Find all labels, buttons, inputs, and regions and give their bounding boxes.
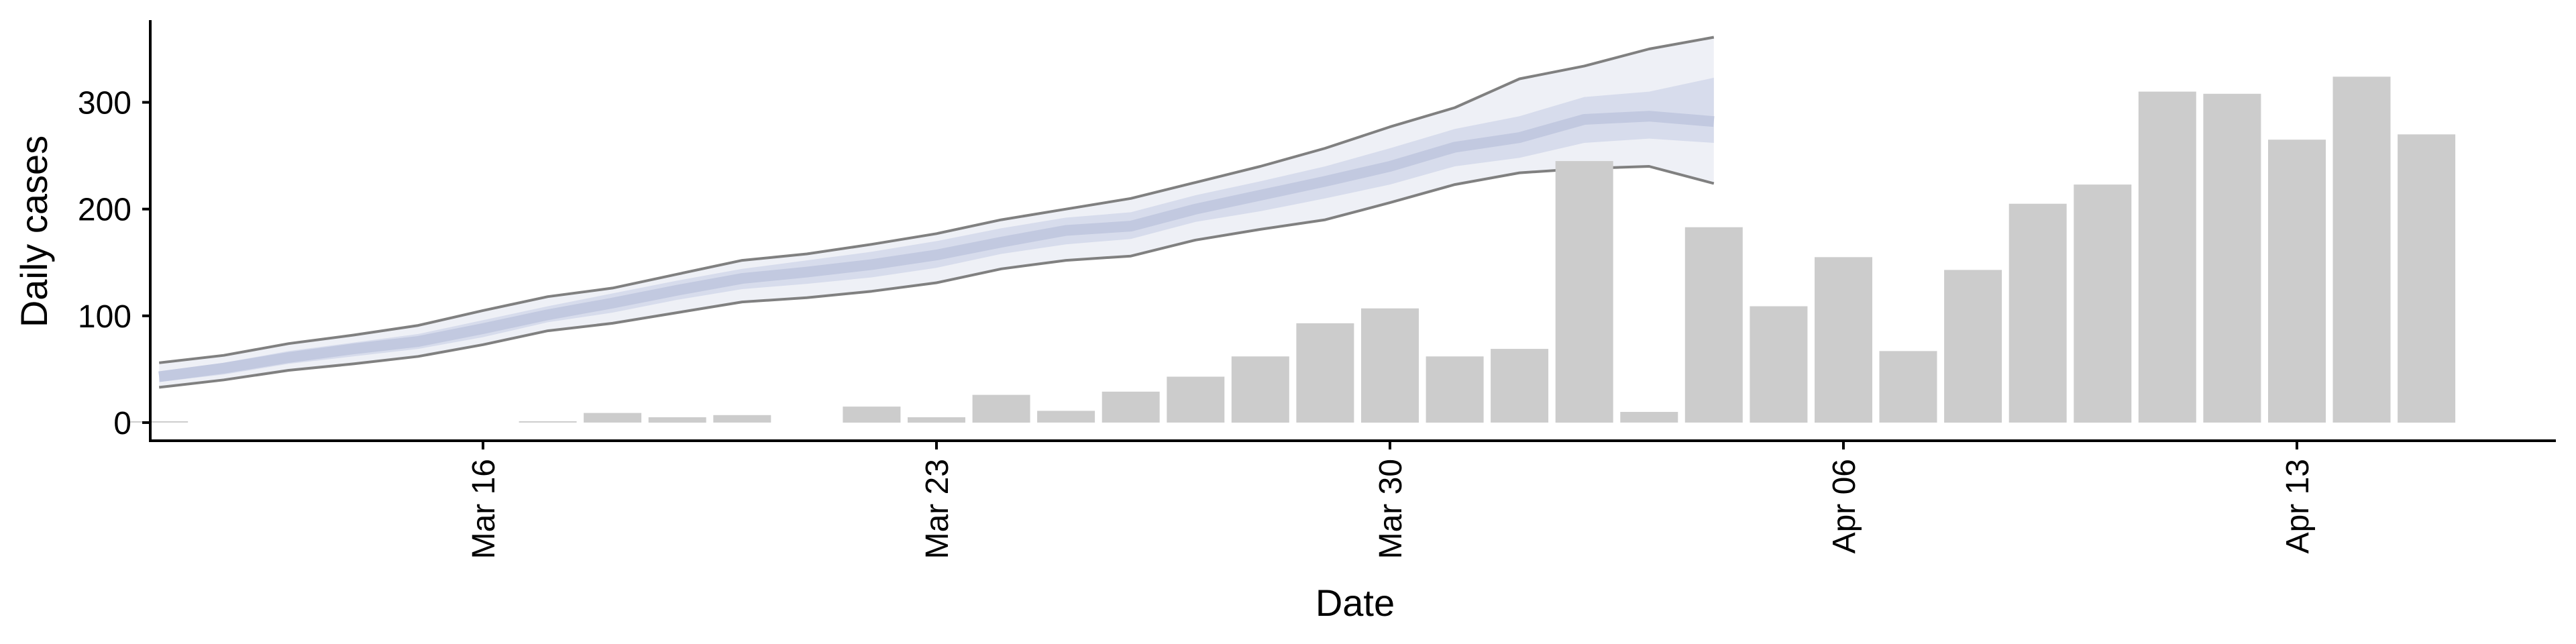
bar-2020-04-08 [1944, 270, 2002, 423]
forecast-lower-line [158, 165, 1715, 389]
x-tick-label-2020-03-16: Mar 16 [466, 459, 502, 559]
y-tick-label-0: 0 [113, 406, 131, 441]
bar-2020-04-05 [1750, 306, 1808, 423]
bar-2020-03-25 [1037, 411, 1095, 423]
bar-2020-03-27 [1167, 376, 1225, 423]
x-tick-label-2020-04-06: Apr 06 [1827, 459, 1862, 553]
bar-2020-03-29 [1296, 323, 1354, 423]
bar-2020-04-03 [1620, 412, 1678, 423]
bar-2020-03-17 [519, 421, 577, 423]
forecast-median-line [158, 111, 1715, 382]
x-tick-label-2020-03-30: Mar 30 [1373, 459, 1409, 559]
bar-2020-03-20 [713, 415, 771, 423]
bar-2020-03-18 [584, 413, 642, 423]
bar-2020-03-26 [1102, 391, 1160, 423]
forecast-upper-line [158, 36, 1715, 364]
bar-2020-04-06 [1815, 257, 1872, 423]
bars-layer [130, 76, 2456, 423]
x-axis-title: Date [1316, 582, 1395, 624]
forecast-band-90 [159, 37, 1714, 388]
bar-2020-03-22 [843, 407, 901, 423]
x-tick-label-2020-04-13: Apr 13 [2280, 459, 2316, 553]
bar-2020-03-19 [648, 417, 706, 423]
bar-2020-04-15 [2398, 134, 2456, 423]
bar-2020-04-10 [2074, 184, 2132, 423]
bar-2020-03-31 [1426, 356, 1484, 423]
bar-2020-03-30 [1361, 308, 1419, 423]
bar-2020-04-12 [2203, 93, 2261, 423]
bar-2020-04-07 [1879, 351, 1937, 423]
y-tick-label-100: 100 [78, 299, 131, 335]
bar-2020-04-13 [2268, 140, 2326, 423]
bar-2020-04-02 [1555, 161, 1613, 423]
bar-2020-03-24 [972, 394, 1030, 423]
x-tick-label-2020-03-23: Mar 23 [920, 459, 955, 559]
bar-2020-04-01 [1491, 349, 1549, 423]
bar-2020-04-11 [2138, 91, 2196, 423]
bar-2020-03-28 [1231, 356, 1289, 423]
forecast-layer [158, 36, 1715, 389]
y-axis-title: Daily cases [13, 136, 55, 327]
bar-2020-04-09 [2008, 203, 2067, 423]
bar-2020-04-04 [1684, 227, 1743, 423]
ticks-layer: 0 100 200 300 Mar 16 Mar 23 Mar 30 Apr 06 Apr 13 [78, 86, 2316, 559]
bar-2020-04-14 [2332, 76, 2391, 423]
bar-2020-03-23 [908, 417, 965, 423]
y-tick-label-300: 300 [78, 86, 131, 121]
bar-2020-03-11 [130, 421, 189, 423]
y-tick-label-200: 200 [78, 193, 131, 228]
axes-layer [149, 20, 2556, 442]
